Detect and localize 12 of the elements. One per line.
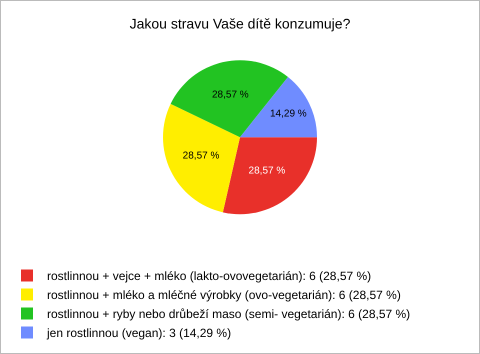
pie-slice xyxy=(222,137,317,214)
legend-label: rostlinnou + ryby nebo drůbeží maso (semi- vegetarián): 6 (28,57 %) xyxy=(47,307,410,322)
legend-label: rostlinnou + mléko a mléčné výrobky (ovo-vegetarián): 6 (28,57 %) xyxy=(47,288,401,302)
pie-slice xyxy=(163,104,240,212)
data-label: 28,57 % xyxy=(212,90,249,101)
chart-title: Jakou stravu Vaše dítě konzumuje? xyxy=(130,15,351,32)
data-label: 28,57 % xyxy=(182,150,220,162)
legend-label: jen rostlinnou (vegan): 3 (14,29 %) xyxy=(46,326,232,340)
data-label: 28,57 % xyxy=(248,166,286,177)
data-label: 14,29 % xyxy=(270,108,307,120)
pie-slice xyxy=(240,77,317,138)
legend-label: rostlinnou + vejce + mléko (lakto-ovovegetarián): 6 (28,57 %) xyxy=(47,269,372,284)
